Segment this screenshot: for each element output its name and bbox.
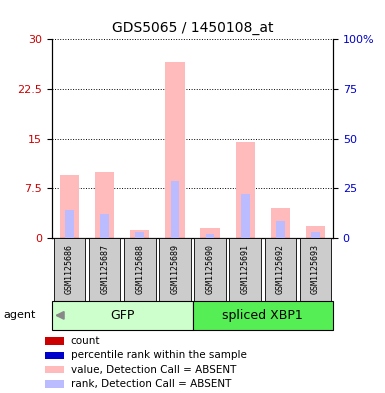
Text: GSM1125688: GSM1125688 [135,244,144,294]
Bar [65,210,74,238]
Bar [264,238,296,301]
Bar [95,172,114,238]
Text: agent: agent [4,310,36,320]
Bar [45,366,64,373]
Bar [229,238,261,301]
Text: percentile rank within the sample: percentile rank within the sample [71,351,246,360]
Bar [311,232,320,238]
Bar [130,230,149,238]
Bar [276,221,285,238]
Bar [124,238,156,301]
Title: GDS5065 / 1450108_at: GDS5065 / 1450108_at [112,22,273,35]
Text: GFP: GFP [110,309,134,322]
Bar [201,228,220,238]
Bar [45,352,64,359]
Bar [192,301,333,330]
Text: spliced XBP1: spliced XBP1 [223,309,303,322]
Text: GSM1125689: GSM1125689 [171,244,179,294]
Bar [171,181,179,238]
Bar [241,194,249,238]
Bar [100,214,109,238]
Bar [45,338,64,345]
Bar [159,238,191,301]
Text: GSM1125686: GSM1125686 [65,244,74,294]
Text: GSM1125691: GSM1125691 [241,244,250,294]
Bar [271,208,290,238]
Bar [60,175,79,238]
Bar [45,380,64,387]
Text: GSM1125690: GSM1125690 [206,244,214,294]
Text: value, Detection Call = ABSENT: value, Detection Call = ABSENT [71,365,236,375]
Bar [54,238,85,301]
Text: rank, Detection Call = ABSENT: rank, Detection Call = ABSENT [71,379,231,389]
Bar [165,62,184,238]
Bar [206,234,214,238]
Text: GSM1125693: GSM1125693 [311,244,320,294]
Bar [52,301,192,330]
Bar [89,238,121,301]
Bar [136,232,144,238]
Bar [300,238,331,301]
Text: GSM1125687: GSM1125687 [100,244,109,294]
Text: GSM1125692: GSM1125692 [276,244,285,294]
Bar [306,226,325,238]
Bar [236,142,255,238]
Bar [194,238,226,301]
Text: count: count [71,336,100,346]
